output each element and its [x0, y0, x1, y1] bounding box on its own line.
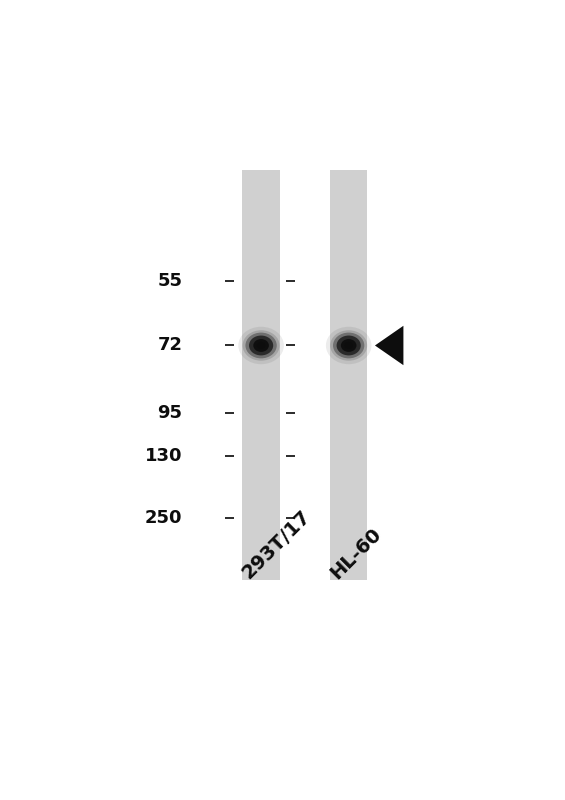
Text: 130: 130 [145, 447, 182, 466]
Ellipse shape [242, 330, 280, 361]
Ellipse shape [249, 335, 273, 355]
Text: 72: 72 [157, 337, 182, 354]
Text: 293T/17: 293T/17 [239, 507, 315, 582]
Ellipse shape [333, 333, 364, 358]
Bar [330, 170, 367, 579]
Text: 250: 250 [145, 509, 182, 527]
Ellipse shape [253, 339, 269, 352]
Bar [242, 170, 280, 579]
Ellipse shape [341, 339, 357, 352]
Text: 95: 95 [157, 404, 182, 422]
Ellipse shape [345, 342, 353, 349]
Ellipse shape [238, 326, 284, 364]
Text: HL-60: HL-60 [327, 524, 385, 582]
Ellipse shape [326, 326, 371, 364]
Ellipse shape [337, 335, 361, 355]
Ellipse shape [257, 342, 266, 349]
Polygon shape [375, 326, 403, 365]
Ellipse shape [245, 333, 277, 358]
Ellipse shape [330, 330, 367, 361]
Text: 55: 55 [157, 272, 182, 290]
